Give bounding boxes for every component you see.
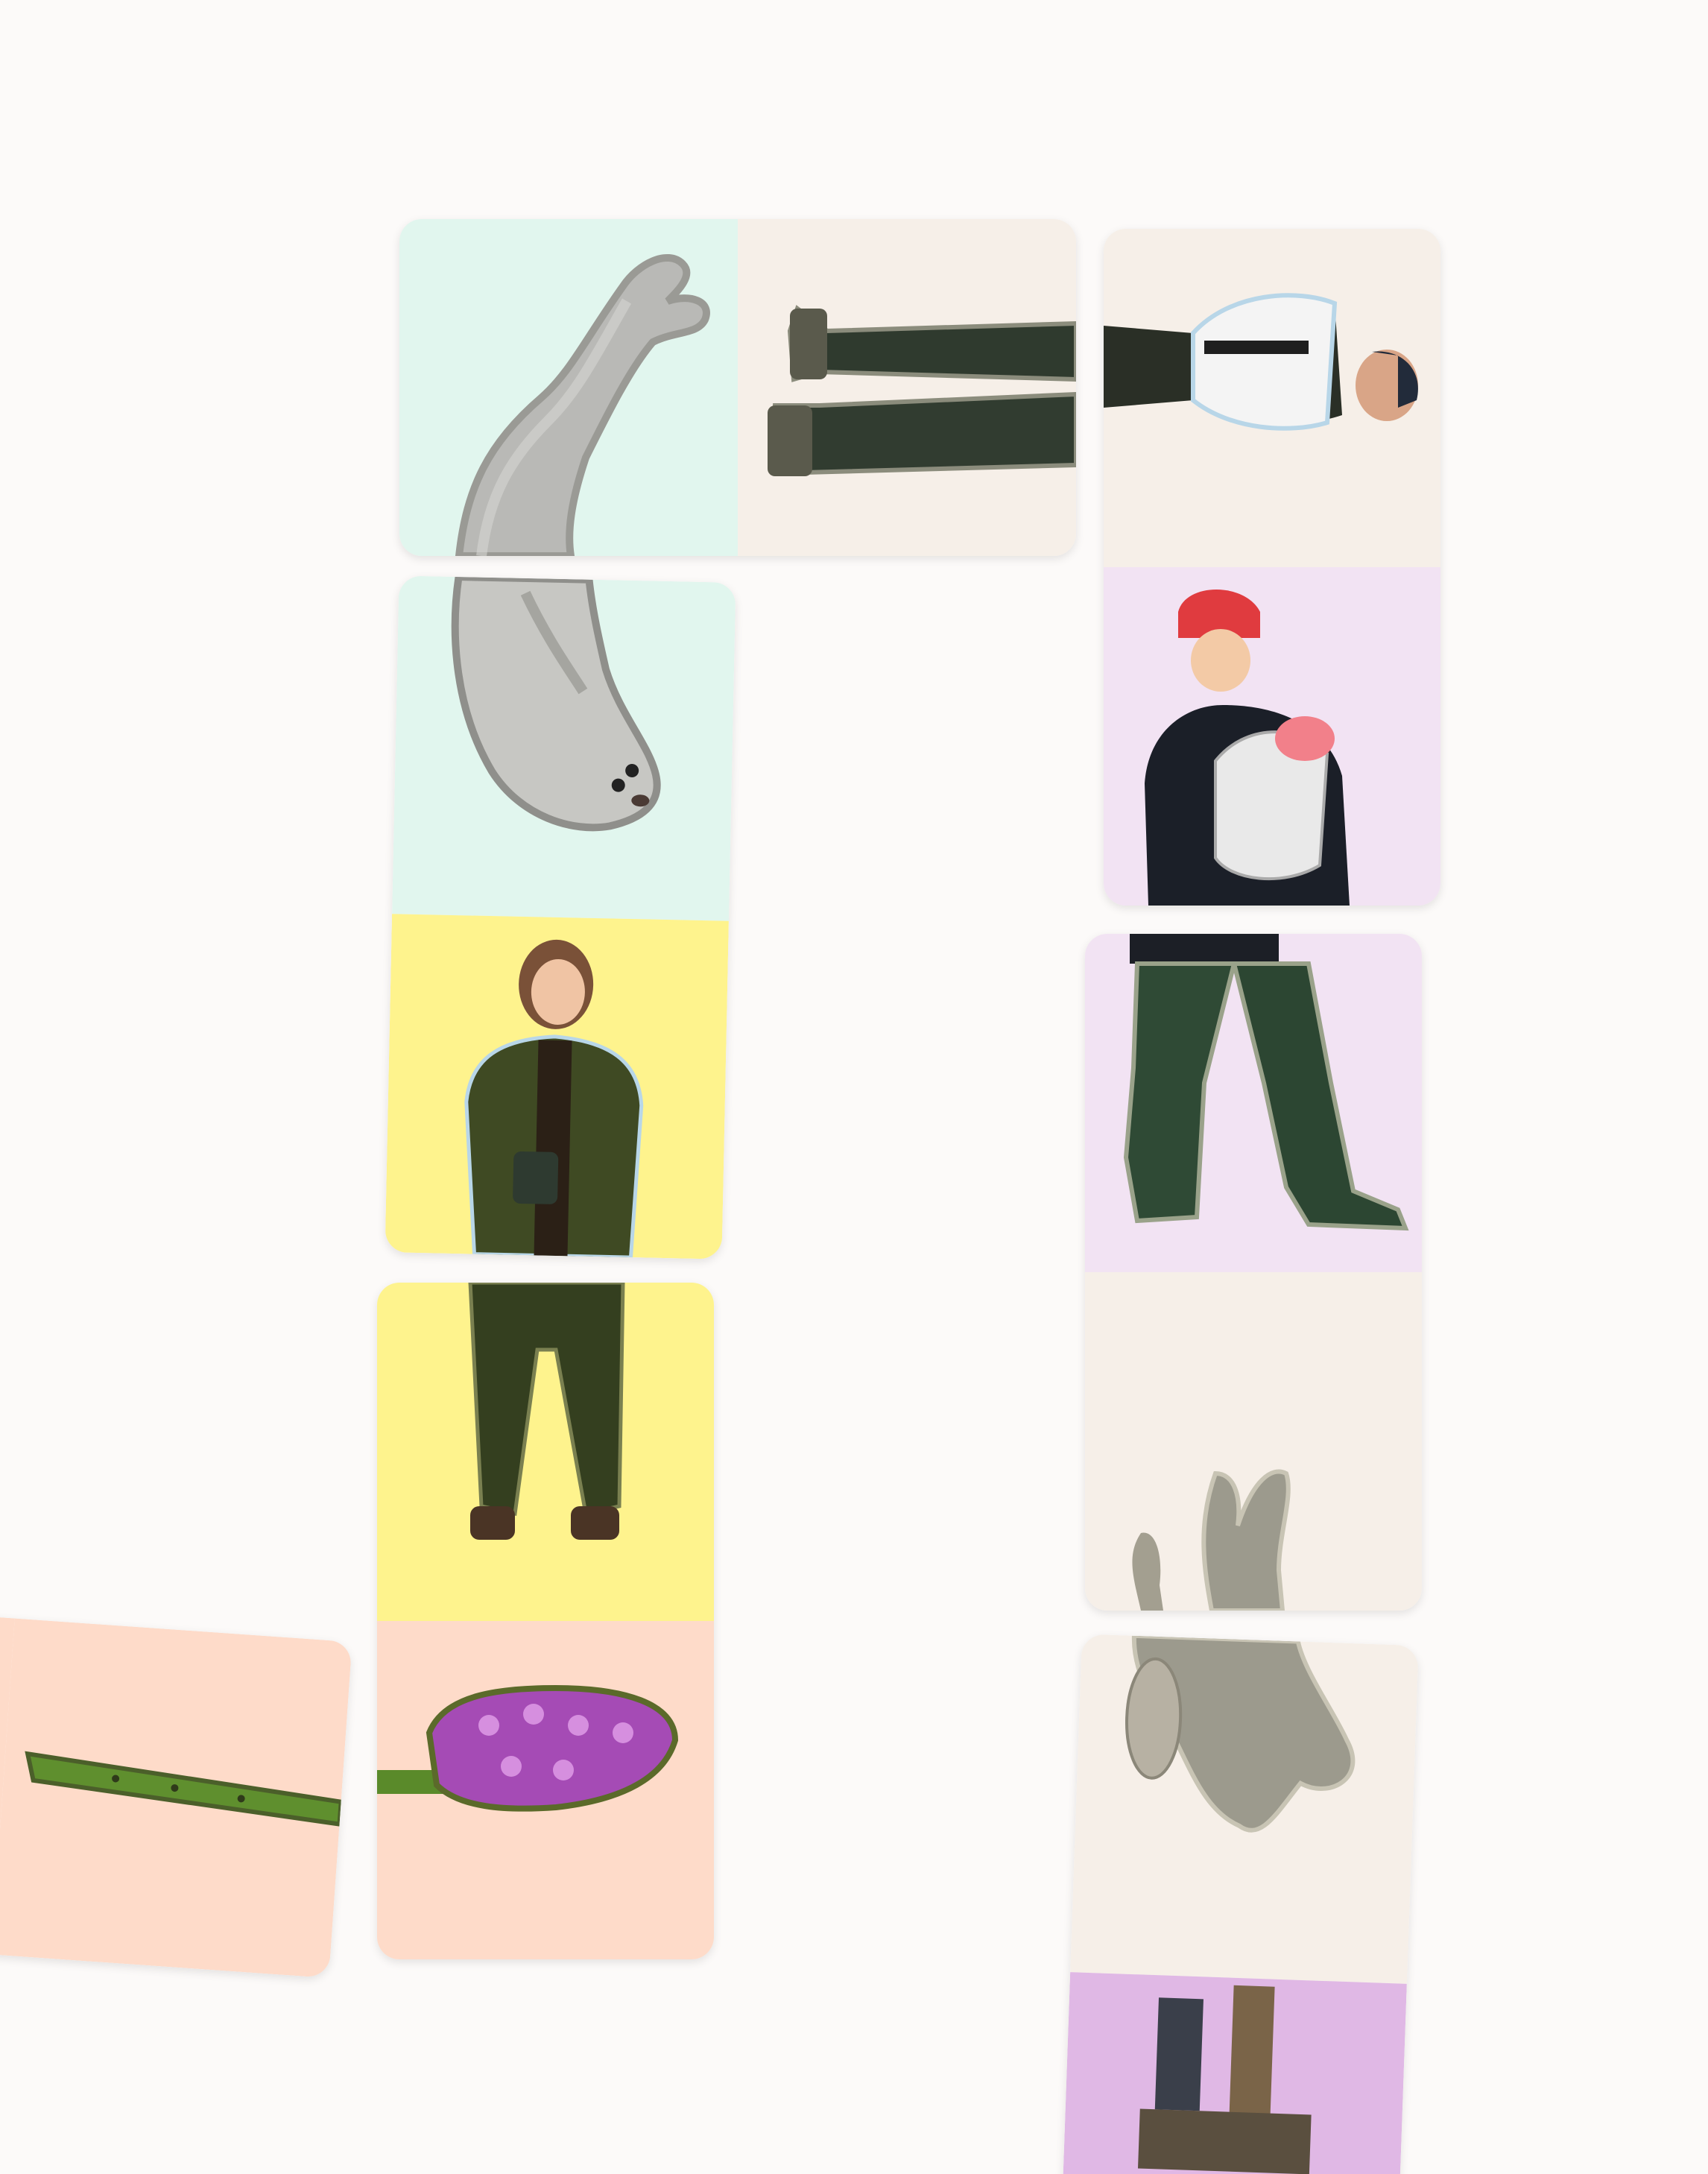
mother-baby-icon <box>1145 590 1350 906</box>
warden-man-icon <box>1104 293 1418 431</box>
domino-tile-seal-waders[interactable] <box>399 219 1076 556</box>
tile-half-lavender <box>1104 567 1440 906</box>
tile-half-peach <box>377 1621 714 1959</box>
tile-half-yellow <box>377 1283 714 1621</box>
tile-half-peach <box>0 1618 352 1979</box>
domino-tile-orchid-stem[interactable] <box>0 1594 352 1979</box>
tile-half-cream <box>1085 1272 1422 1611</box>
domino-tile-seal-ranger[interactable] <box>385 575 736 1260</box>
fisher-legs-icon <box>1138 1985 1312 2174</box>
ranger-woman-icon <box>464 939 644 1260</box>
ranger-trousers-icon <box>468 1283 625 1540</box>
waders-walking-icon <box>1123 934 1409 1231</box>
waders-legs-icon <box>768 305 1076 476</box>
orchid-stem-icon <box>25 1751 344 1827</box>
tile-half-cream <box>738 219 1076 556</box>
oyster-cluster-icon <box>1125 1634 1356 1833</box>
seal-icon <box>455 253 710 556</box>
domino-tile-trousers-orchid[interactable] <box>377 1283 714 1959</box>
orchid-flower-icon <box>377 1684 679 1812</box>
domino-tile-warden-mother[interactable] <box>1104 229 1440 906</box>
tile-half-purple <box>1058 1972 1407 2174</box>
tile-half-lavender <box>1085 934 1422 1272</box>
domino-tile-oysters-fisher[interactable] <box>1058 1634 1419 2174</box>
tile-half-cream <box>1104 229 1440 567</box>
tile-half-cream <box>1070 1634 1419 1984</box>
tile-half-mint <box>392 575 736 921</box>
oyster-cluster-icon <box>1132 1469 1291 1611</box>
tile-half-yellow <box>385 914 729 1260</box>
domino-tile-waders-oysters[interactable] <box>1085 934 1422 1611</box>
seal-icon <box>451 575 661 832</box>
tile-half-mint <box>399 219 738 556</box>
